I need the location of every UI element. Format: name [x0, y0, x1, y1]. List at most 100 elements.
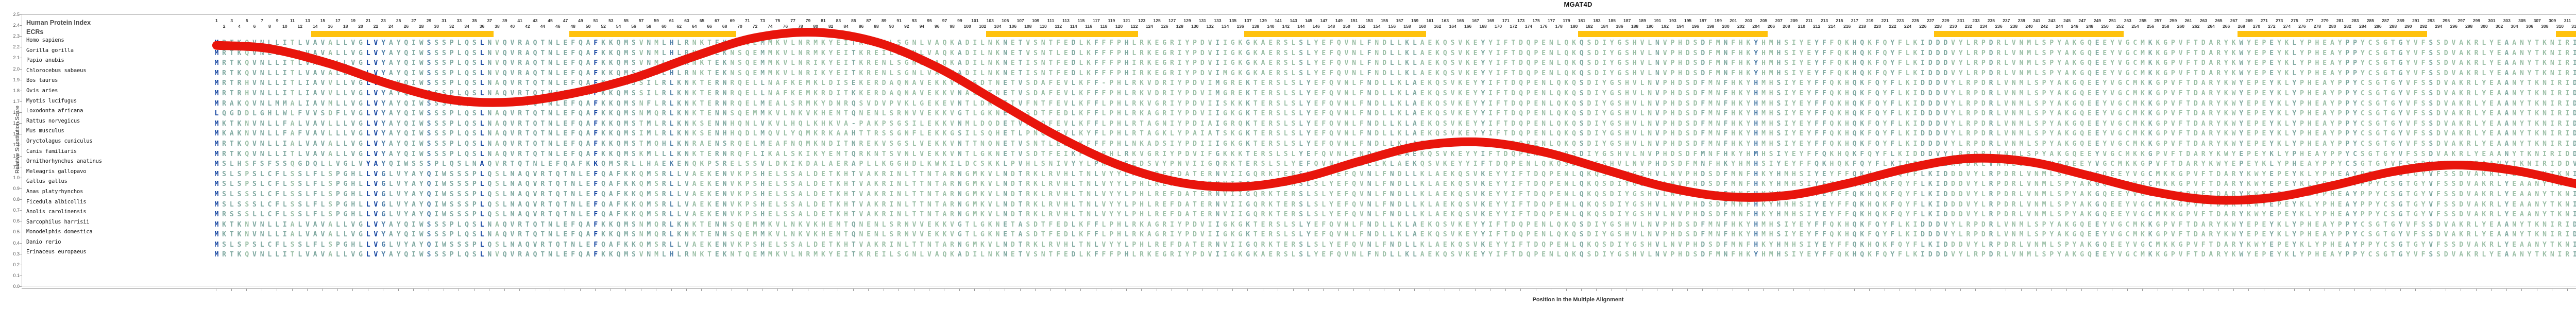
residue: S [2034, 130, 2039, 138]
residue: S [434, 59, 439, 67]
residue: T [707, 39, 711, 47]
residue: R [2557, 110, 2562, 118]
residue: M [814, 49, 818, 57]
residue: C [2360, 89, 2365, 97]
residue: V [2004, 89, 2008, 97]
ruler-position-number: 269 [2245, 18, 2253, 23]
residue: L [555, 140, 560, 148]
residue: Q [578, 130, 583, 138]
residue: V [320, 140, 325, 148]
residue: N [957, 79, 962, 88]
residue: L [1556, 39, 1561, 47]
residue: H [1844, 119, 1849, 128]
residue: D [2571, 78, 2576, 89]
residue: G [1223, 79, 1227, 88]
residue: K [2459, 110, 2464, 118]
ruler-position-number: 290 [2404, 24, 2412, 29]
residue: H [2300, 150, 2304, 158]
residue: K [768, 150, 772, 158]
residue: S [442, 69, 446, 77]
residue: H [1116, 119, 1121, 128]
residue: T [1010, 119, 1015, 128]
residue: V [882, 140, 886, 148]
residue: R [1268, 99, 1273, 108]
residue: Q [851, 99, 856, 108]
residue: D [1928, 119, 1933, 128]
residue: V [2117, 49, 2122, 57]
residue: A [2201, 89, 2206, 97]
residue: K [1458, 130, 1463, 138]
residue: N [2543, 89, 2547, 97]
residue: T [639, 119, 643, 128]
residue: E [1003, 89, 1008, 97]
residue: A [2497, 110, 2501, 118]
ruler-position-number: 196 [1691, 24, 1699, 29]
residue: Y [1883, 89, 1887, 97]
residue: P [2345, 49, 2350, 57]
residue: Q [1519, 119, 1523, 128]
residue: K [1738, 79, 1743, 88]
residue: L [267, 150, 272, 158]
residue: T [1010, 99, 1015, 108]
residue: V [2011, 59, 2016, 67]
residue: N [487, 119, 492, 128]
residue: W [419, 99, 423, 108]
residue: N [1003, 59, 1008, 67]
residue: L [669, 150, 674, 158]
residue: H [2315, 49, 2319, 57]
residue: T [525, 110, 530, 118]
ecr-band[interactable] [311, 31, 494, 37]
residue: Y [2049, 140, 2054, 148]
residue: A [2451, 79, 2456, 88]
residue: L [1996, 89, 2001, 97]
residue: Y [1883, 99, 1887, 108]
residue: S [442, 59, 446, 67]
residue: D [1928, 49, 1933, 57]
residue: Q [1321, 150, 1326, 158]
residue: A [586, 150, 590, 158]
residue: G [2156, 130, 2160, 138]
ecr-band[interactable] [2556, 31, 2576, 37]
residue: D [2444, 49, 2448, 57]
residue: K [2148, 110, 2153, 118]
residue: D [2194, 110, 2198, 118]
ruler-position-number: 103 [986, 18, 994, 23]
residue: A [2201, 119, 2206, 128]
y-axis-tick-label: 0.2 [13, 262, 20, 267]
residue: Q [1579, 59, 1584, 67]
residue: Y [381, 99, 386, 108]
residue: E [2095, 140, 2099, 148]
residue: N [245, 119, 249, 128]
residue: S [1678, 150, 1682, 158]
residue: V [1336, 119, 1341, 128]
residue: E [1238, 79, 1243, 88]
residue: T [1048, 49, 1053, 57]
residue: F [1087, 89, 1091, 97]
residue: S [1579, 140, 1584, 148]
residue: Q [942, 69, 947, 77]
residue: R [1268, 119, 1273, 128]
ecr-band[interactable] [1578, 31, 1768, 37]
ecr-band[interactable] [1934, 31, 2124, 37]
residue: M [2019, 89, 2024, 97]
residue: N [859, 110, 863, 118]
residue: Y [1602, 99, 1606, 108]
residue: V [1458, 39, 1463, 47]
residue: N [2512, 99, 2517, 108]
residue: Y [2216, 99, 2221, 108]
residue: Y [2482, 89, 2486, 97]
residue: Y [2360, 59, 2365, 67]
ecr-band[interactable] [1244, 31, 1427, 37]
residue: Q [578, 49, 583, 57]
ruler-position-number: 158 [1403, 24, 1411, 29]
ecr-band[interactable] [569, 31, 736, 37]
residue: Y [1951, 79, 1955, 88]
residue: T [229, 150, 234, 158]
residue: R [1966, 99, 1971, 108]
residue: K [2543, 69, 2547, 77]
ecr-band[interactable] [2238, 31, 2428, 37]
ecr-band[interactable] [986, 31, 1138, 37]
residue: A [290, 119, 295, 128]
residue: D [1519, 49, 1523, 57]
residue: P [2353, 59, 2357, 67]
